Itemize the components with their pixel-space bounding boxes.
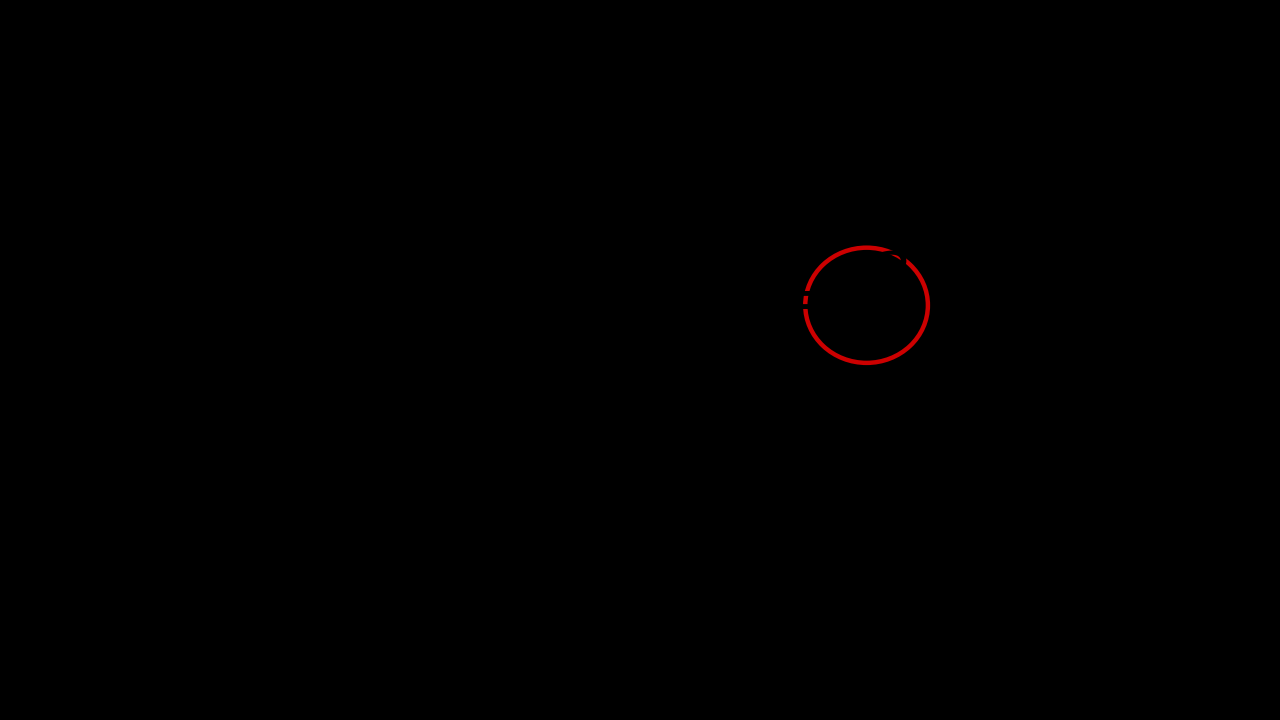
Text: $7^3$: $7^3$ (366, 359, 445, 432)
Text: $2^3$: $2^3$ (824, 261, 909, 339)
Text: $=$: $=$ (541, 269, 603, 331)
Text: $2^2$: $2^2$ (385, 340, 468, 418)
Text: Dividing Exponents (common base): Dividing Exponents (common base) (252, 40, 1028, 78)
Text: $2^{5-2}$: $2^{5-2}$ (585, 261, 774, 339)
Text: $7^9$: $7^9$ (366, 524, 447, 597)
Text: When dividing exponents $\mathit{with\ the\ same\ base}$,: When dividing exponents $\mathit{with\ t… (287, 133, 993, 166)
Text: $2^5$: $2^5$ (384, 163, 470, 241)
Text: $=$: $=$ (753, 269, 814, 331)
Text: subtract the exponents!: subtract the exponents! (456, 174, 824, 203)
